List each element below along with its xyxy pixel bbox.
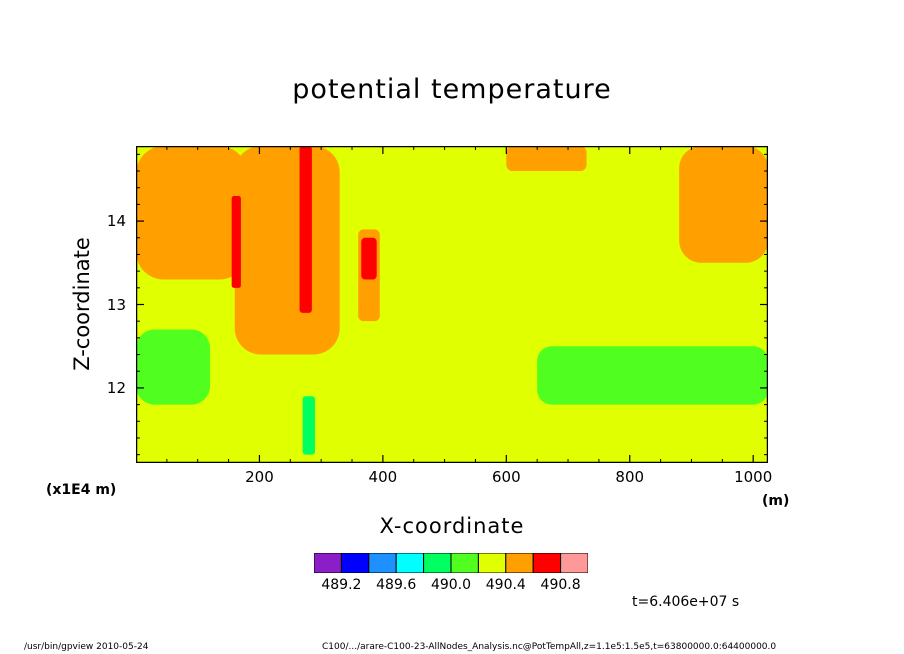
contour-region-7 [679,146,768,263]
colorbar-cell [423,553,452,573]
colorbar-label: 490.4 [485,577,526,593]
contour-region-6 [506,146,587,172]
y-tick-label: 13 [106,295,126,314]
contour-region-2 [299,146,312,313]
contour-regions [136,146,768,463]
x-axis-unit-label: (m) [762,493,790,509]
y-tick-label: 12 [106,378,126,397]
colorbar-label: 490.0 [430,577,472,593]
time-annotation: t=6.406e+07 s [632,594,740,610]
x-tick-label: 800 [615,468,645,486]
colorbar-cell [450,553,479,573]
colorbar-cell [368,553,397,573]
contour-region-9 [537,346,768,405]
plot-frame [136,146,768,463]
colorbar-cell [505,553,534,573]
colorbar [314,553,588,573]
contour-region-5 [361,237,377,280]
colorbar-cell [532,553,562,573]
colorbar-cell [314,553,342,573]
y-tick-label: 14 [106,212,126,231]
x-tick-label: 600 [491,468,521,486]
colorbar-cell [395,553,425,573]
footer-data-source: C100/.../arare-C100-23-AllNodes_Analysis… [322,642,777,652]
x-tick-label: 200 [245,468,274,486]
contour-region-0 [136,146,248,280]
colorbar-cell [340,553,370,573]
colorbar-label: 489.6 [376,577,417,593]
colorbar-label: 490.8 [540,577,581,593]
x-tick-label: 400 [368,468,398,486]
chart-title: potential temperature [292,74,612,105]
x-tick-label: 1000 [734,468,773,486]
colorbar-label: 489.2 [321,577,362,593]
x-axis-label: X-coordinate [379,514,525,538]
contour-region-8 [136,329,211,405]
colorbar-cell [560,553,588,573]
contour-region-1 [234,146,340,355]
colorbar-cell [477,553,507,573]
contour-region-3 [231,196,241,288]
x-axis-scale-label: (x1E4 m) [46,482,117,498]
contour-region-10 [302,396,315,455]
heatmap-plot [136,146,768,463]
y-axis-label: Z-coordinate [70,237,94,371]
footer-program-date: /usr/bin/gpview 2010-05-24 [24,642,149,652]
